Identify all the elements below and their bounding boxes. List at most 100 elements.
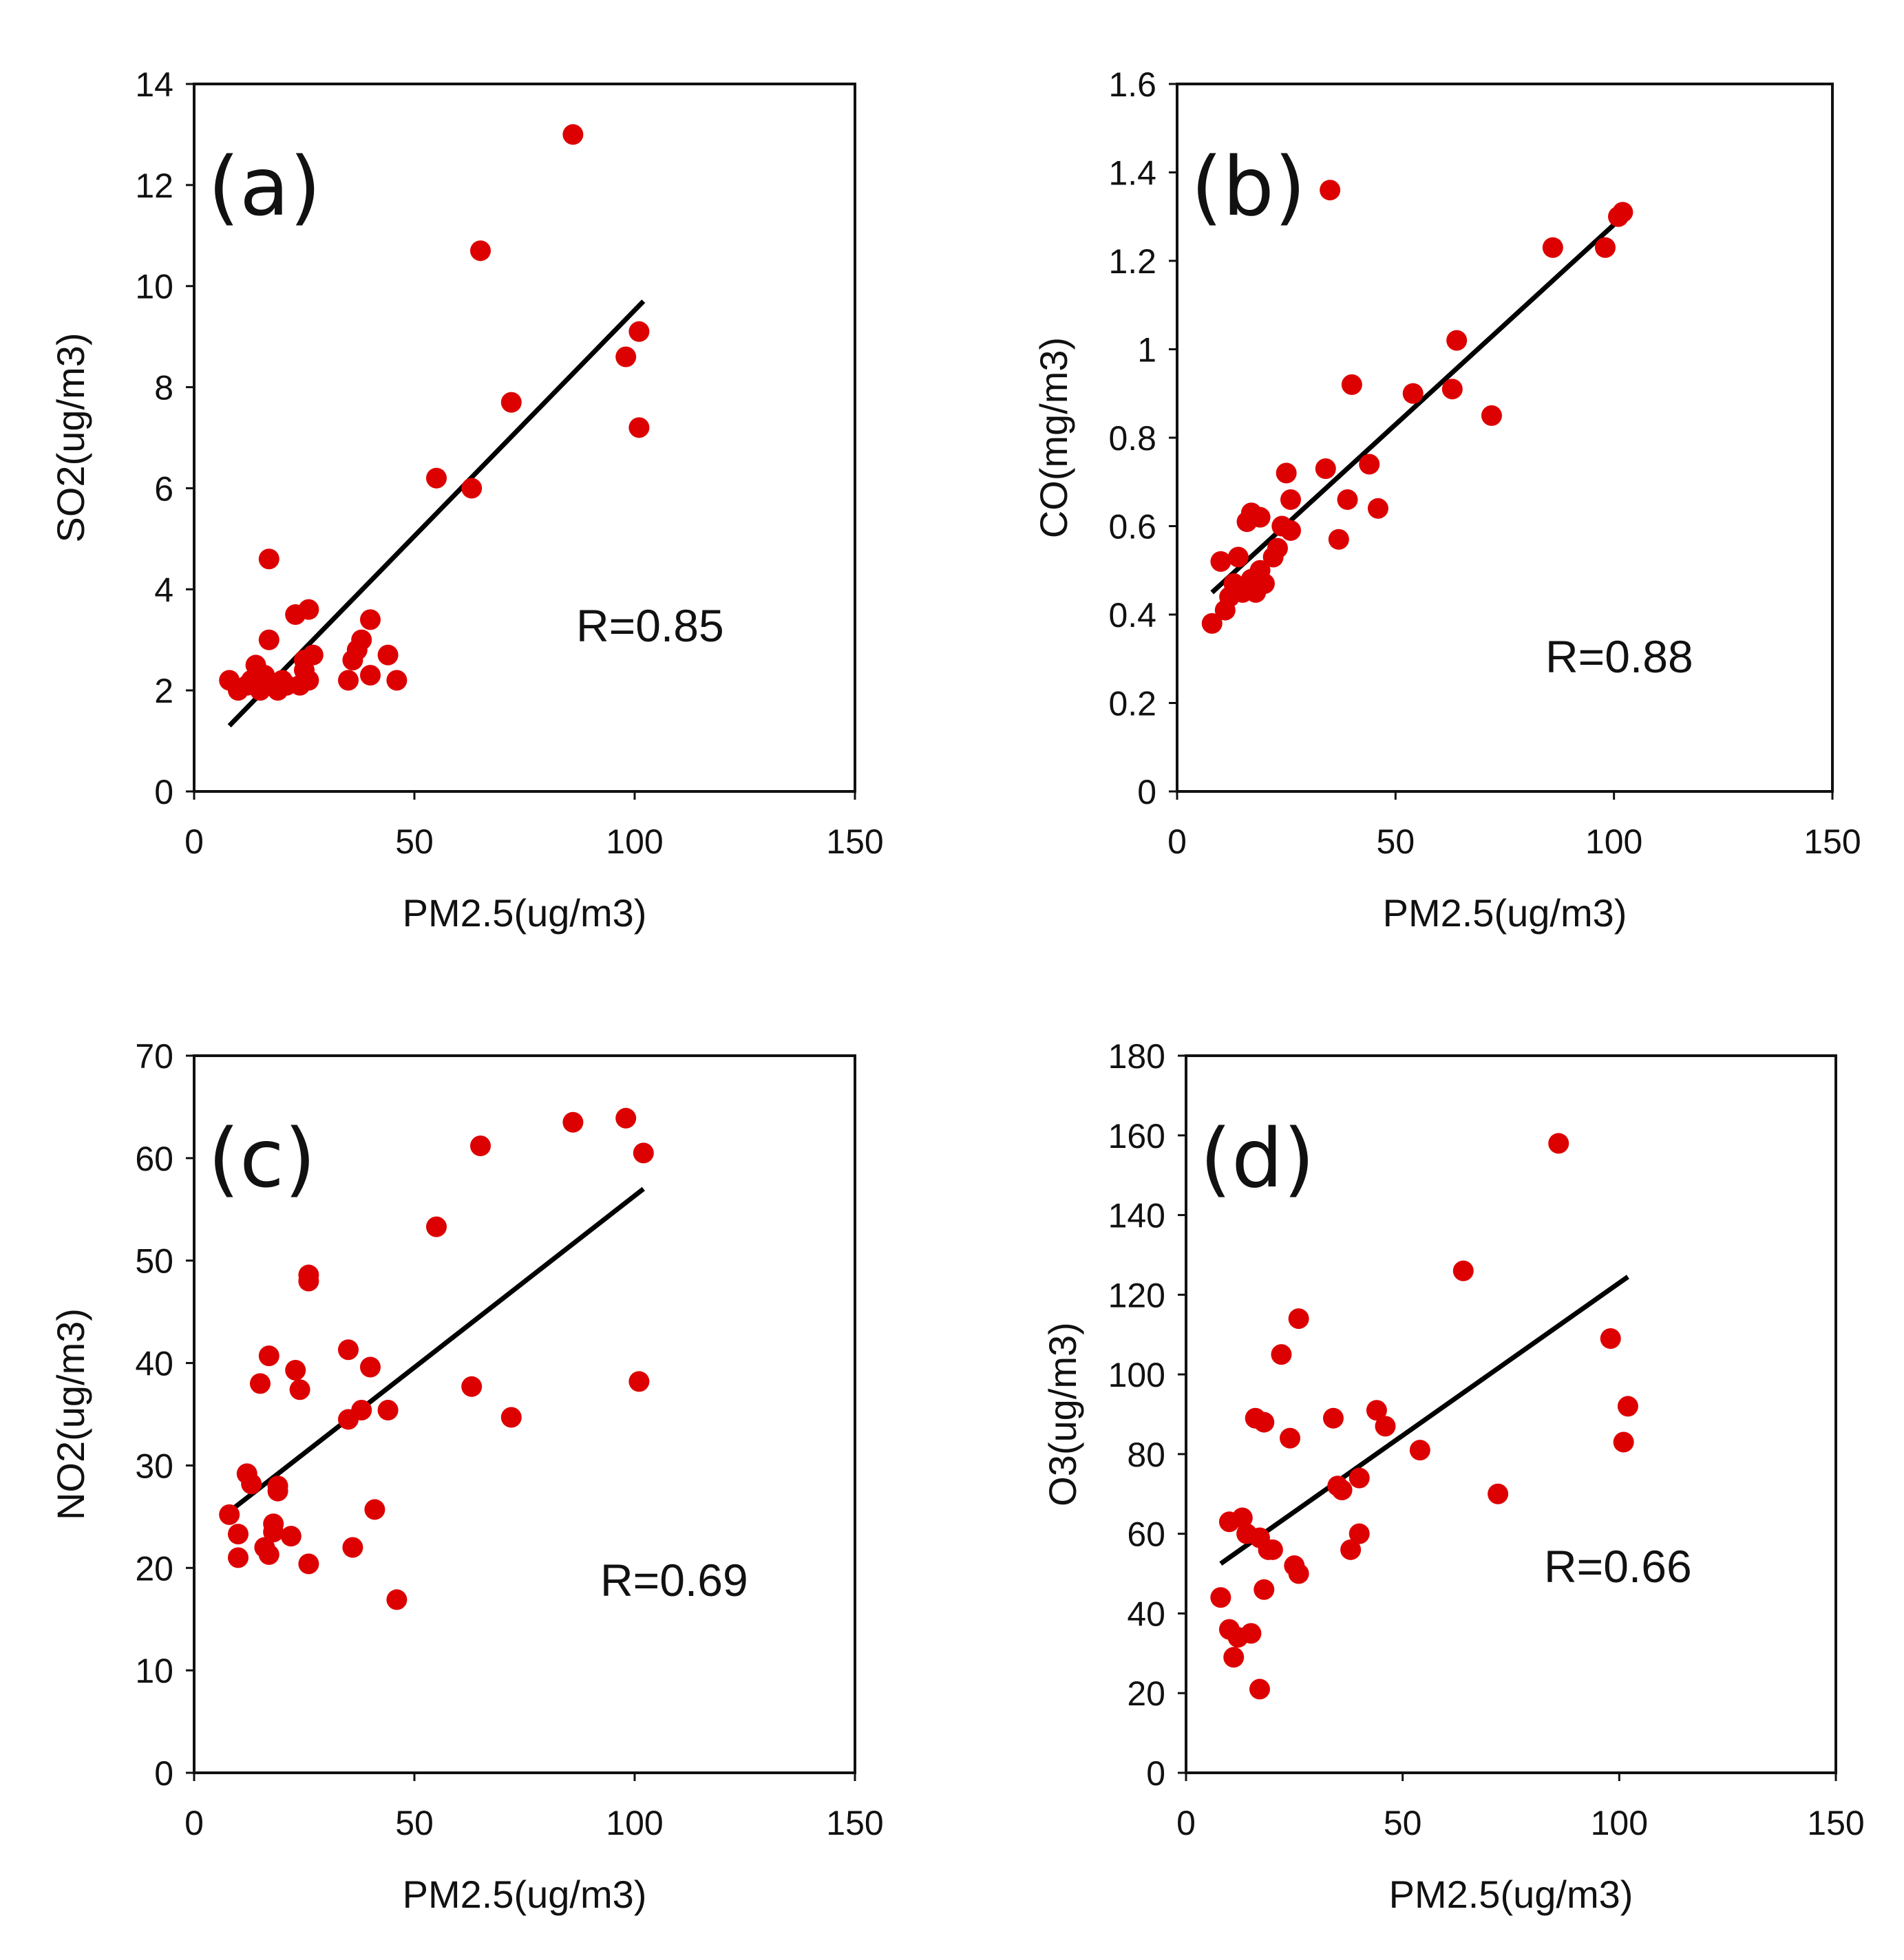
x-tick-label-c-1: 50: [395, 1804, 434, 1842]
y-tick-label-d-3: 60: [1127, 1515, 1165, 1554]
point-b-18: [1280, 489, 1302, 510]
point-d-32: [1600, 1328, 1621, 1350]
y-tick-label-b-5: 1: [1137, 331, 1156, 370]
point-a-34: [628, 321, 650, 342]
point-a-32: [562, 124, 584, 145]
y-tick-label-a-4: 8: [154, 369, 173, 407]
point-a-20: [338, 670, 359, 691]
point-a-30: [470, 240, 491, 262]
y-tick-label-c-4: 40: [135, 1345, 173, 1383]
y-tick-label-c-3: 30: [135, 1447, 173, 1485]
y-tick-label-a-5: 10: [135, 268, 173, 306]
point-c-20: [338, 1339, 359, 1361]
point-a-29: [461, 478, 483, 499]
point-a-19: [302, 644, 324, 665]
point-b-11: [1249, 507, 1271, 528]
point-b-34: [1612, 202, 1633, 223]
point-c-28: [461, 1376, 483, 1397]
y-tick-label-c-5: 50: [135, 1242, 173, 1281]
point-c-8: [258, 1345, 279, 1367]
r-label-c: R=0.69: [600, 1555, 748, 1606]
point-d-16: [1280, 1427, 1301, 1449]
x-tick-label-c-3: 150: [826, 1804, 883, 1842]
point-d-3: [1223, 1647, 1245, 1668]
x-tick-label-b-2: 100: [1585, 822, 1642, 861]
point-b-19: [1280, 520, 1302, 541]
point-c-21: [342, 1537, 363, 1558]
point-c-24: [364, 1499, 385, 1520]
y-tick-label-b-0: 0: [1137, 773, 1156, 811]
x-axis-title-d: PM2.5(ug/m3): [1389, 1873, 1633, 1916]
point-c-2: [228, 1547, 248, 1568]
y-tick-label-d-7: 140: [1108, 1197, 1165, 1235]
point-b-32: [1594, 237, 1616, 258]
y-tick-label-a-2: 4: [154, 571, 173, 609]
y-tick-label-b-3: 0.6: [1108, 508, 1156, 546]
x-tick-label-c-0: 0: [184, 1804, 204, 1842]
point-c-0: [219, 1504, 240, 1525]
point-c-10: [263, 1522, 284, 1543]
x-axis-title-b: PM2.5(ug/m3): [1383, 891, 1627, 935]
y-tick-label-d-6: 120: [1108, 1276, 1165, 1314]
y-tick-label-d-9: 180: [1108, 1037, 1165, 1076]
point-b-5: [1227, 546, 1249, 568]
y-axis-title-a: SO2(ug/m3): [49, 333, 92, 543]
point-a-28: [426, 467, 447, 489]
point-c-4: [241, 1473, 262, 1495]
point-a-18: [298, 670, 319, 691]
point-c-15: [289, 1379, 310, 1400]
panel-b: 0 0.2 0.4 0.6 0.8 1 1.2 1.4 1.6 0 50 100 150 PM2.5(ug…: [1032, 65, 1861, 935]
point-a-24: [360, 609, 381, 630]
r-label-d: R=0.66: [1544, 1541, 1692, 1592]
x-tick-label-a-2: 100: [606, 822, 663, 861]
y-tick-label-d-4: 80: [1127, 1436, 1165, 1474]
point-d-23: [1340, 1539, 1362, 1560]
y-tick-label-a-7: 14: [135, 65, 173, 104]
x-tick-label-d-3: 150: [1807, 1804, 1864, 1842]
x-tick-label-a-3: 150: [826, 822, 883, 861]
point-c-23: [360, 1356, 381, 1378]
y-tick-label-c-1: 10: [135, 1652, 173, 1690]
y-axis-title-d: O3(ug/m3): [1041, 1322, 1084, 1506]
plot-frame-a: [193, 83, 856, 793]
point-a-27: [386, 670, 408, 691]
point-c-30: [500, 1407, 522, 1428]
y-tick-label-c-0: 0: [154, 1754, 173, 1793]
point-d-28: [1409, 1440, 1430, 1461]
y-tick-label-b-4: 0.8: [1108, 419, 1156, 458]
x-tick-label-c-2: 100: [606, 1804, 663, 1842]
point-d-12: [1254, 1412, 1275, 1433]
point-d-19: [1288, 1563, 1309, 1584]
panel-label-a: (a): [208, 139, 321, 234]
y-tick-label-c-7: 70: [135, 1037, 173, 1076]
x-axis-title-c: PM2.5(ug/m3): [403, 1873, 647, 1916]
y-tick-label-d-1: 20: [1127, 1674, 1165, 1713]
panel-d: 0 20 40 60 80 100 120 140 160 180 0 50 100 150 PM2.5(u…: [1041, 1037, 1865, 1916]
point-b-26: [1367, 498, 1388, 519]
y-tick-label-a-3: 6: [154, 469, 173, 508]
point-c-18: [298, 1553, 319, 1575]
x-axis-title-a: PM2.5(ug/m3): [403, 891, 647, 935]
point-a-26: [377, 644, 399, 665]
point-b-24: [1341, 374, 1362, 395]
point-a-35: [628, 417, 650, 438]
x-tick-label-d-2: 100: [1591, 1804, 1648, 1842]
point-d-31: [1548, 1133, 1569, 1154]
point-b-21: [1320, 180, 1341, 201]
point-d-25: [1348, 1523, 1370, 1544]
x-tick-label-d-0: 0: [1176, 1804, 1196, 1842]
x-tick-label-b-0: 0: [1167, 822, 1187, 861]
point-d-11: [1254, 1579, 1275, 1600]
point-a-17: [298, 599, 319, 620]
point-d-29: [1452, 1260, 1474, 1281]
y-tick-label-d-5: 100: [1108, 1356, 1165, 1394]
y-axis-title-c: NO2(ug/m3): [49, 1308, 92, 1520]
point-d-34: [1617, 1396, 1638, 1417]
y-tick-label-d-2: 40: [1127, 1595, 1165, 1633]
panel-c: 0 10 20 30 40 50 60 70 0 50 100 150 PM2.5(ug/m3) NO2(…: [49, 1037, 884, 1916]
point-b-20: [1315, 458, 1336, 479]
point-c-25: [377, 1400, 399, 1421]
point-b-22: [1328, 529, 1349, 550]
r-label-a: R=0.85: [576, 600, 724, 651]
